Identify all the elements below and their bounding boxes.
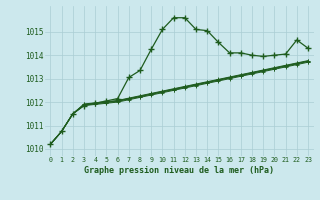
X-axis label: Graphe pression niveau de la mer (hPa): Graphe pression niveau de la mer (hPa) <box>84 166 274 175</box>
